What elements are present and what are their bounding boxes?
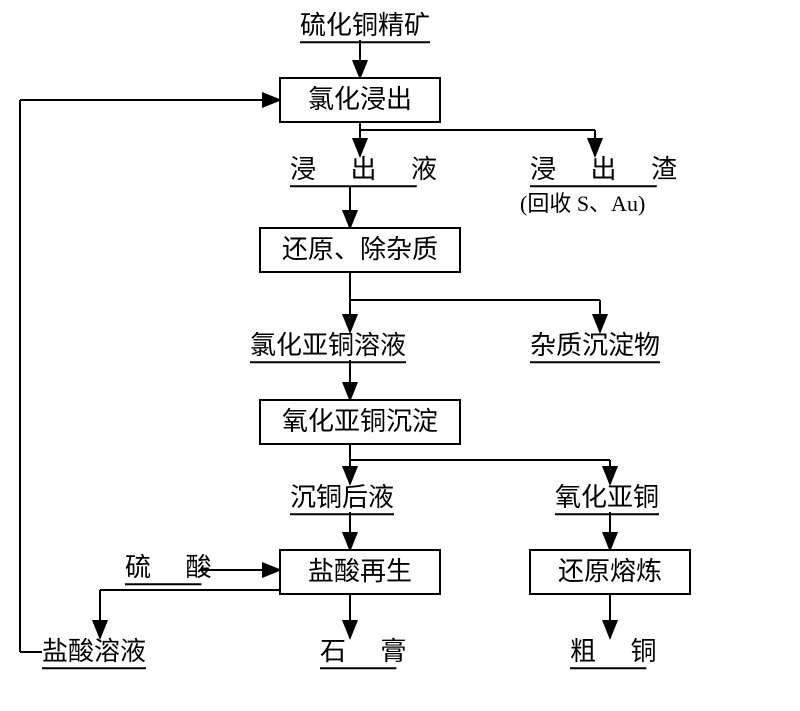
svg-text:浸 出 液: 浸 出 液	[290, 155, 451, 184]
svg-text:硫 酸: 硫 酸	[125, 553, 226, 582]
svg-text:氧化亚铜: 氧化亚铜	[555, 483, 659, 512]
node-step4: 盐酸再生	[280, 550, 440, 594]
node-crude: 粗 铜	[570, 637, 671, 668]
svg-text:盐酸再生: 盐酸再生	[308, 557, 412, 586]
svg-text:杂质沉淀物: 杂质沉淀物	[530, 331, 660, 360]
node-hcl: 盐酸溶液	[42, 637, 146, 668]
svg-text:还原、除杂质: 还原、除杂质	[282, 235, 438, 264]
svg-text:盐酸溶液: 盐酸溶液	[42, 637, 146, 666]
svg-text:(回收 S、Au): (回收 S、Au)	[520, 191, 645, 216]
node-step2: 还原、除杂质	[260, 228, 460, 272]
node-cu2o: 氧化亚铜	[555, 483, 659, 514]
svg-text:沉铜后液: 沉铜后液	[290, 483, 394, 512]
node-step1: 氯化浸出	[280, 78, 440, 122]
svg-text:氯化浸出: 氯化浸出	[308, 85, 412, 114]
node-impurity: 杂质沉淀物	[530, 331, 660, 362]
node-input: 硫化铜精矿	[300, 11, 430, 42]
node-gypsum: 石 膏	[320, 637, 421, 668]
svg-text:硫化铜精矿: 硫化铜精矿	[300, 11, 430, 40]
node-step3: 氧化亚铜沉淀	[260, 400, 460, 444]
svg-text:氯化亚铜溶液: 氯化亚铜溶液	[250, 331, 406, 360]
node-h2so4: 硫 酸	[125, 553, 226, 584]
node-postcu: 沉铜后液	[290, 483, 394, 514]
svg-text:氧化亚铜沉淀: 氧化亚铜沉淀	[282, 407, 438, 436]
node-residue: 浸 出 渣	[530, 155, 691, 186]
svg-text:石 膏: 石 膏	[320, 637, 421, 666]
node-step5: 还原熔炼	[530, 550, 690, 594]
node-residue_sub: (回收 S、Au)	[520, 191, 645, 216]
node-leachate: 浸 出 液	[290, 155, 451, 186]
svg-text:还原熔炼: 还原熔炼	[558, 557, 662, 586]
svg-text:浸 出 渣: 浸 出 渣	[530, 155, 691, 184]
node-cucl: 氯化亚铜溶液	[250, 331, 406, 362]
svg-text:粗 铜: 粗 铜	[570, 637, 671, 666]
